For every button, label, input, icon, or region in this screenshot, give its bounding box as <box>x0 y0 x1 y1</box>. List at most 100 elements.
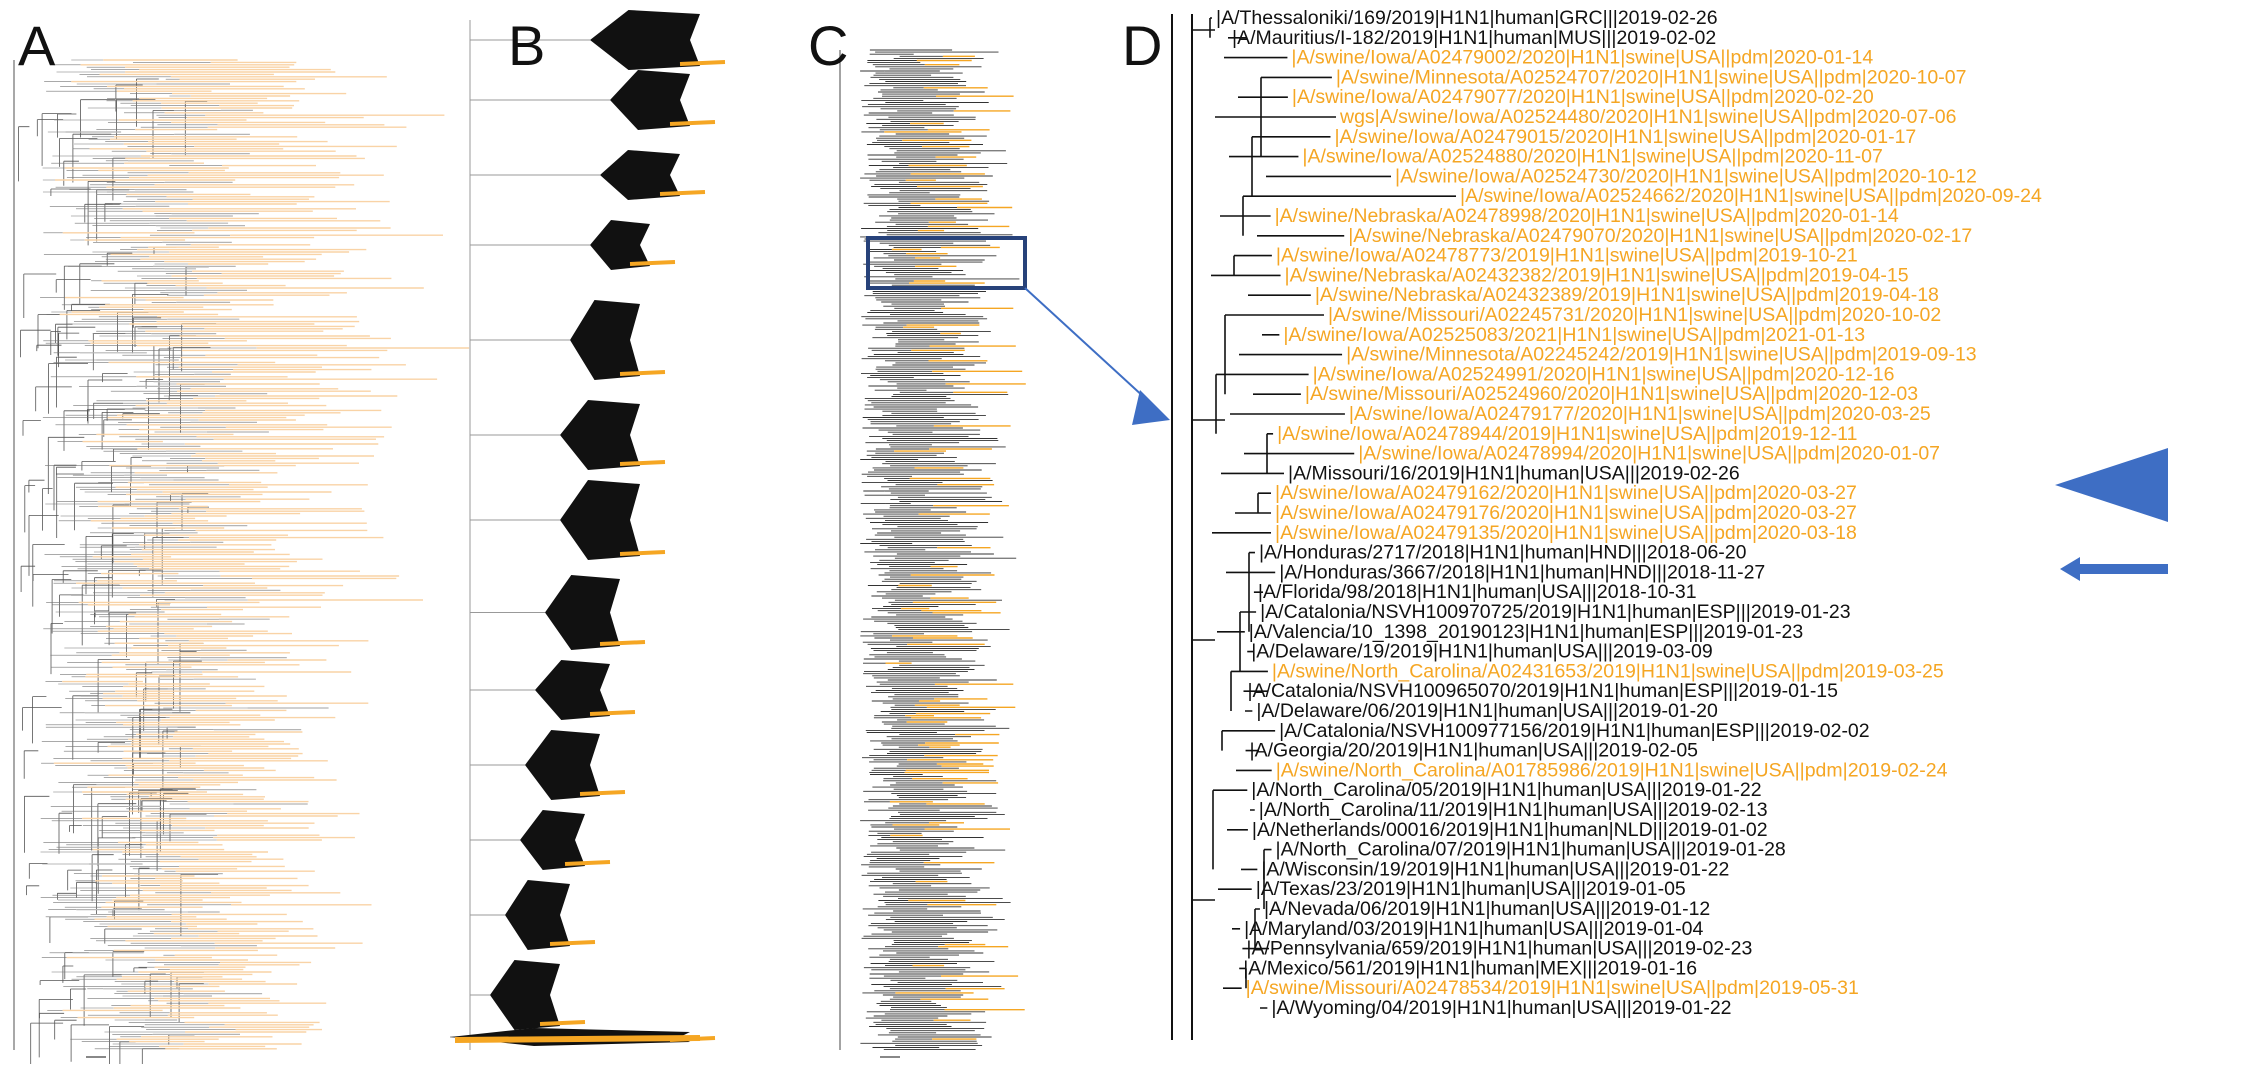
tree-b-collapsed-clade <box>600 150 680 200</box>
leaf-label: |A/swine/Iowa/A02479177/2020|H1N1|swine|… <box>1349 403 1931 425</box>
leaf-label: |A/Honduras/2717/2018|H1N1|human|HND|||2… <box>1259 542 1747 564</box>
leaf-label: |A/swine/Nebraska/A02432389/2019|H1N1|sw… <box>1315 284 1939 306</box>
leaf-label: |A/Catalonia/NSVH100977156/2019|H1N1|hum… <box>1279 720 1870 742</box>
leaf-label: |A/Delaware/06/2019|H1N1|human|USA|||201… <box>1256 700 1718 722</box>
tree-a-stems <box>40 59 257 1050</box>
leaf-label: |A/swine/Iowa/A02524662/2020|H1N1|swine|… <box>1460 185 2042 207</box>
tree-b-swine-sliver <box>589 710 636 716</box>
honduras-marker-arrow <box>2060 557 2168 581</box>
leaf-label: |A/Catalonia/NSVH100970725/2019|H1N1|hum… <box>1260 601 1851 623</box>
missouri-marker-triangle <box>2055 448 2168 522</box>
panel-label-b: B <box>508 14 546 77</box>
tree-b-swine-sliver <box>659 190 706 196</box>
leaf-label: |A/swine/Nebraska/A02432382/2019|H1N1|sw… <box>1285 264 1909 286</box>
tree-a-human-tips <box>65 83 329 1035</box>
tree-panel-d: |A/Thessaloniki/169/2019|H1N1|human|GRC|… <box>1171 7 2042 1040</box>
leaf-label: wgs|A/swine/Iowa/A02524480/2020|H1N1|swi… <box>1339 106 1957 128</box>
leaf-label: |A/swine/Nebraska/A02478998/2020|H1N1|sw… <box>1275 205 1899 227</box>
tree-b-swine-base <box>454 1035 701 1043</box>
tree-panel-a <box>13 59 470 1069</box>
tree-b-collapsed-clade <box>490 960 560 1030</box>
tree-b-collapsed-clade <box>560 400 640 470</box>
leaf-label: |A/Maryland/03/2019|H1N1|human|USA|||201… <box>1244 918 1703 940</box>
leaf-label: |A/Mexico/561/2019|H1N1|human|MEX|||2019… <box>1243 957 1697 979</box>
leaf-label: |A/Georgia/20/2019|H1N1|human|USA|||2019… <box>1250 740 1699 762</box>
leaf-label: |A/Thessaloniki/169/2019|H1N1|human|GRC|… <box>1216 7 1718 29</box>
leaf-label: |A/Nevada/06/2019|H1N1|human|USA|||2019-… <box>1264 898 1710 920</box>
leaf-label: |A/swine/Iowa/A02479015/2020|H1N1|swine|… <box>1334 126 1916 148</box>
panel-label-a: A <box>18 14 56 77</box>
zoom-connector-arrowhead <box>1132 390 1170 425</box>
tree-b-collapsed-clade <box>560 480 640 560</box>
leaf-label: |A/swine/Iowa/A02479002/2020|H1N1|swine|… <box>1291 47 1873 69</box>
annotations <box>1024 287 2168 581</box>
leaf-label: |A/swine/Iowa/A02478773/2019|H1N1|swine|… <box>1276 245 1858 267</box>
leaf-label: |A/North_Carolina/07/2019|H1N1|human|USA… <box>1276 839 1786 861</box>
tree-b-swine-sliver <box>619 550 666 556</box>
leaf-label: |A/Florida/98/2018|H1N1|human|USA|||2018… <box>1258 581 1697 603</box>
tree-b-collapsed-clade <box>520 810 585 870</box>
leaf-label: |A/swine/Iowa/A02524991/2020|H1N1|swine|… <box>1313 363 1895 385</box>
leaf-label: |A/swine/Missouri/A02524960/2020|H1N1|sw… <box>1305 383 1918 405</box>
tree-a-swine-tips <box>53 59 470 1050</box>
leaf-label: |A/Valencia/10_1398_20190123|H1N1|human|… <box>1249 621 1803 643</box>
zoom-tree-backbone <box>1171 14 1193 1040</box>
tree-b-collapsed-clade <box>545 575 620 650</box>
scale-bar-c <box>880 1056 900 1058</box>
leaf-label: |A/Delaware/19/2019|H1N1|human|USA|||201… <box>1251 641 1712 663</box>
zoom-tree-branches <box>1192 17 1456 1009</box>
tree-panel-c <box>839 49 1027 1051</box>
tree-b-swine-sliver <box>679 60 726 66</box>
leaf-label: |A/swine/Iowa/A02524880/2020|H1N1|swine|… <box>1302 146 1882 168</box>
leaf-label: |A/swine/Missouri/A02245731/2020|H1N1|sw… <box>1328 304 1941 326</box>
leaf-label: |A/Wyoming/04/2019|H1N1|human|USA|||2019… <box>1271 997 1731 1019</box>
tree-c-human-tips <box>860 49 1020 1051</box>
tree-b-swine-sliver <box>539 1020 586 1026</box>
tree-b-swine-sliver <box>669 120 716 126</box>
tree-b-swine-sliver <box>549 940 596 946</box>
leaf-label: |A/swine/North_Carolina/A01785986/2019|H… <box>1276 759 1948 781</box>
leaf-label: |A/swine/Minnesota/A02245242/2019|H1N1|s… <box>1346 344 1977 366</box>
leaf-label: |A/swine/Iowa/A02479176/2020|H1N1|swine|… <box>1275 502 1857 524</box>
leaf-label: |A/swine/Iowa/A02479135/2020|H1N1|swine|… <box>1275 522 1857 544</box>
leaf-label: |A/swine/Iowa/A02479162/2020|H1N1|swine|… <box>1275 482 1857 504</box>
leaf-label: |A/swine/Missouri/A02478534/2019|H1N1|sw… <box>1246 977 1859 999</box>
leaf-label: |A/swine/North_Carolina/A02431653/2019|H… <box>1272 660 1944 682</box>
leaf-label: |A/North_Carolina/05/2019|H1N1|human|USA… <box>1251 779 1761 801</box>
leaf-label: |A/Netherlands/00016/2019|H1N1|human|NLD… <box>1252 819 1768 841</box>
tree-b-swine-sliver <box>629 260 676 266</box>
leaf-label: |A/swine/Iowa/A02525083/2021|H1N1|swine|… <box>1283 324 1865 346</box>
leaf-label: |A/North_Carolina/11/2019|H1N1|human|USA… <box>1259 799 1768 821</box>
tree-b-collapsed-clade <box>525 730 600 800</box>
scale-bar-a <box>86 1056 106 1058</box>
leaf-label: |A/swine/Nebraska/A02479070/2020|H1N1|sw… <box>1348 225 1972 247</box>
leaf-label: |A/swine/Iowa/A02478944/2019|H1N1|swine|… <box>1277 423 1857 445</box>
leaf-label: |A/swine/Iowa/A02479077/2020|H1N1|swine|… <box>1292 86 1874 108</box>
leaf-label: |A/Catalonia/NSVH100965070/2019|H1N1|hum… <box>1247 680 1838 702</box>
tree-b-collapsed-clade <box>610 70 690 130</box>
tree-b-swine-sliver <box>579 790 626 796</box>
leaf-label: |A/swine/Minnesota/A02524707/2020|H1N1|s… <box>1336 66 1967 88</box>
leaf-label: |A/Pennsylvania/659/2019|H1N1|human|USA|… <box>1246 938 1752 960</box>
tree-b-collapsed-clade <box>535 660 610 720</box>
leaf-label: |A/swine/Iowa/A02524730/2020|H1N1|swine|… <box>1395 165 1977 187</box>
leaf-label: |A/Texas/23/2019|H1N1|human|USA|||2019-0… <box>1256 878 1686 900</box>
panel-label-c: C <box>808 14 849 77</box>
tree-b-collapsed-clade <box>570 300 640 380</box>
selected-clade-box <box>866 236 1027 290</box>
tree-b-swine-sliver <box>619 460 666 466</box>
leaf-label: |A/Mauritius/I-182/2019|H1N1|human|MUS||… <box>1232 27 1716 49</box>
tree-b-swine-sliver <box>564 860 611 866</box>
tree-b-swine-sliver <box>619 370 666 376</box>
leaf-label: |A/Wisconsin/19/2019|H1N1|human|USA|||20… <box>1261 858 1729 880</box>
tree-b-collapsed-clade <box>505 880 570 950</box>
tree-panel-b <box>450 10 726 1050</box>
leaf-label: |A/Missouri/16/2019|H1N1|human|USA|||201… <box>1288 462 1740 484</box>
tree-b-swine-sliver <box>599 640 646 646</box>
tree-b-collapsed-clade <box>590 10 700 70</box>
panel-label-d: D <box>1122 14 1163 77</box>
leaf-label: |A/swine/Iowa/A02478994/2020|H1N1|swine|… <box>1358 443 1940 465</box>
tree-b-collapsed-clade <box>590 220 650 270</box>
zoom-connector-line <box>1024 287 1146 399</box>
